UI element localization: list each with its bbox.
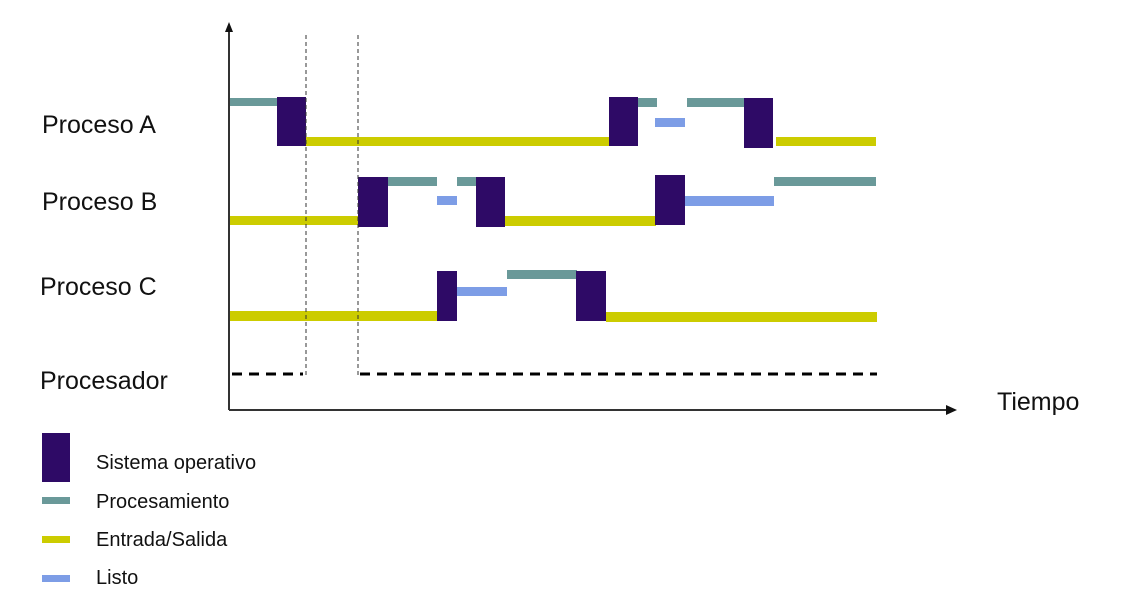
legend-label-proc: Procesamiento <box>96 491 230 513</box>
legend-swatch-os <box>42 433 70 482</box>
proc-segment <box>388 177 437 186</box>
x-axis-label: Tiempo <box>997 388 1080 416</box>
io-segment <box>606 312 877 322</box>
ready-segment <box>457 287 507 296</box>
legend-label-os: Sistema operativo <box>96 452 257 474</box>
io-segment <box>229 311 437 321</box>
proc-segment <box>687 98 745 107</box>
os-segment <box>609 97 638 146</box>
io-segment <box>306 137 609 146</box>
ready-segment <box>685 196 774 206</box>
row-label-procesador: Procesador <box>40 367 168 395</box>
proc-segment <box>457 177 477 186</box>
proc-segment <box>774 177 876 186</box>
legend-swatch-proc <box>42 497 70 504</box>
io-segment <box>229 216 358 225</box>
proc-segment <box>638 98 657 107</box>
ready-segment <box>437 196 457 205</box>
os-segment <box>277 97 306 146</box>
legend-label-io: Entrada/Salida <box>96 529 228 551</box>
os-segment <box>655 175 685 225</box>
ready-segment <box>655 118 685 127</box>
proc-segment <box>229 98 277 106</box>
legend-label-ready: Listo <box>96 567 139 589</box>
row-label-proceso-a: Proceso A <box>42 111 156 139</box>
os-segment <box>476 177 505 227</box>
y-axis-arrow-icon <box>225 22 233 32</box>
legend-swatch-ready <box>42 575 70 582</box>
os-segment <box>358 177 388 227</box>
row-label-proceso-c: Proceso C <box>40 273 157 301</box>
os-segment <box>437 271 457 321</box>
legend-swatch-io <box>42 536 70 543</box>
x-axis-arrow-icon <box>946 405 957 415</box>
io-segment <box>776 137 876 146</box>
os-segment <box>576 271 606 321</box>
os-segment <box>744 98 773 148</box>
proc-segment <box>507 270 577 279</box>
io-segment <box>505 216 656 226</box>
row-label-proceso-b: Proceso B <box>42 188 158 216</box>
